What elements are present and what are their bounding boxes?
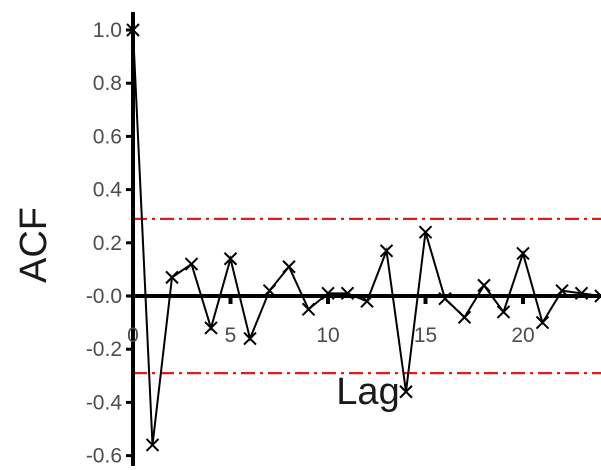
x-tick-label: 10 (316, 324, 339, 347)
acf-point-lag-9 (301, 302, 316, 317)
y-tick-label: 0.8 (93, 72, 122, 95)
acf-point-lag-3 (184, 257, 199, 271)
y-tick-label: -0.0 (86, 285, 122, 308)
acf-point-lag-0 (126, 23, 140, 37)
x-tick-label: 0 (127, 324, 139, 347)
y-tick-label: -0.6 (86, 445, 122, 468)
y-tick-label: 1.0 (93, 19, 122, 42)
acf-point-lag-18 (477, 278, 491, 293)
acf-point-lag-12 (360, 294, 374, 309)
acf-point-lag-21 (535, 315, 550, 330)
acf-point-lag-5 (223, 252, 238, 266)
confidence-bounds (133, 217, 601, 375)
acf-point-lag-4 (204, 321, 218, 335)
y-tick-label: -0.2 (86, 338, 122, 361)
y-axis-title: ACF (13, 207, 55, 283)
y-tick-label: 0.4 (93, 179, 123, 202)
acf-point-lag-16 (438, 291, 452, 306)
acf-point-lag-15 (418, 225, 433, 239)
y-axis-ticks: -0.6 -0.4 -0.2 -0.0 0.2 0.4 0.6 0.8 1.0 (86, 19, 133, 468)
x-tick-label: 20 (511, 324, 534, 347)
acf-point-lag-20 (516, 246, 530, 261)
acf-point-lag-6 (243, 331, 257, 346)
x-axis-title: Lag (336, 371, 399, 413)
x-tick-label: 5 (225, 324, 237, 347)
acf-point-lag-17 (457, 310, 472, 324)
acf-point-lag-22 (555, 283, 569, 298)
acf-point-lag-8 (282, 260, 296, 274)
acf-point-lag-1 (145, 438, 160, 452)
x-tick-label: 15 (414, 324, 437, 347)
acf-point-lag-7 (262, 283, 277, 298)
acf-point-lag-23 (574, 286, 589, 301)
y-tick-label: 0.2 (93, 232, 122, 255)
acf-point-lag-11 (340, 286, 355, 301)
acf-point-lag-14 (399, 385, 413, 399)
y-tick-label: 0.6 (93, 125, 122, 148)
acf-point-lag-10 (321, 286, 335, 301)
acf-point-lag-2 (165, 270, 179, 285)
acf-point-lag-19 (496, 305, 511, 319)
acf-series (126, 23, 601, 452)
acf-point-lag-13 (379, 244, 394, 258)
acf-point-lag-24 (594, 289, 601, 303)
x-axis-ticks: 0 5 10 15 20 (127, 296, 535, 347)
y-tick-label: -0.4 (86, 391, 123, 414)
